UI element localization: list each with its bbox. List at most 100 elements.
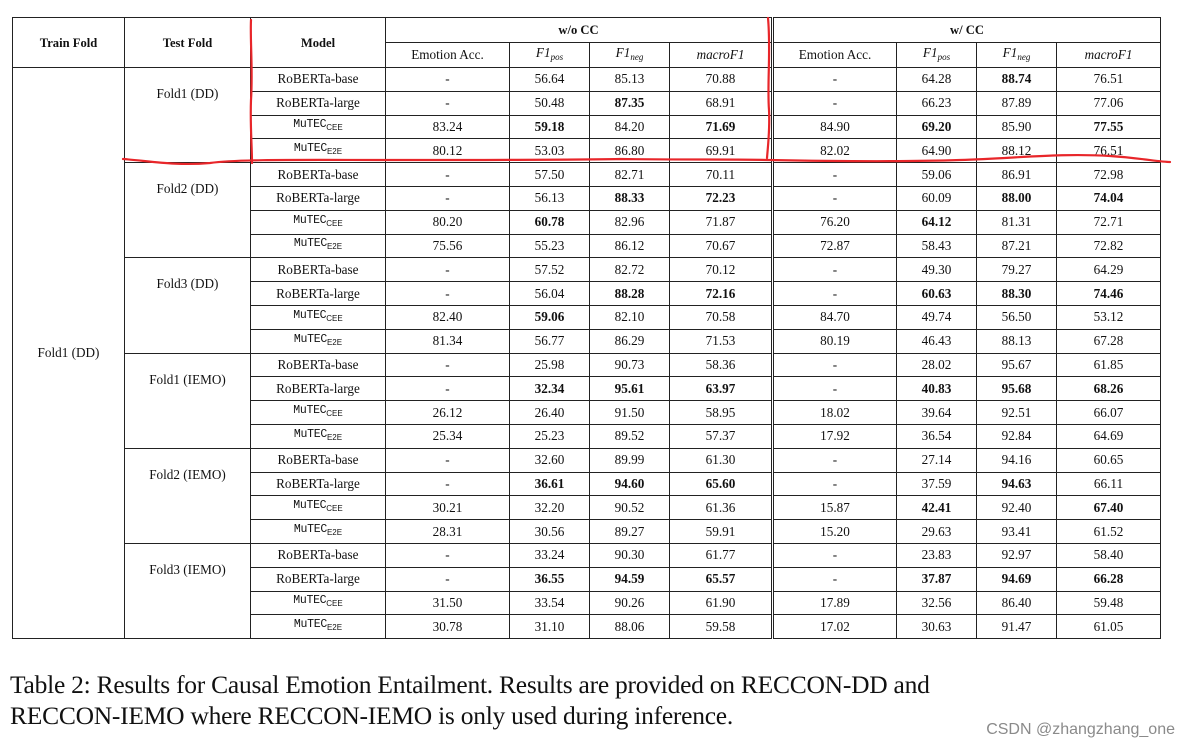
metric-cell: 72.87	[771, 233, 897, 259]
model-cell: RoBERTa-base	[250, 257, 386, 283]
caption-line-2: RECCON-IEMO where RECCON-IEMO is only us…	[10, 701, 733, 730]
metric-cell: 57.37	[669, 423, 773, 449]
metric-cell: 49.30	[896, 257, 977, 283]
header-f1-neg: F1neg	[589, 42, 670, 68]
metric-cell: 82.02	[771, 138, 897, 164]
caption-line-1: Table 2: Results for Causal Emotion Enta…	[10, 670, 930, 699]
metric-cell: 71.69	[669, 114, 773, 140]
metric-cell: 64.69	[1056, 423, 1161, 449]
metric-cell: 94.69	[976, 566, 1057, 592]
metric-cell: 15.87	[771, 495, 897, 521]
metric-cell: 39.64	[896, 400, 977, 425]
metric-cell: 82.72	[589, 257, 670, 283]
metric-cell: 64.29	[1056, 257, 1161, 283]
model-cell: RoBERTa-base	[250, 542, 386, 568]
model-cell: MuTECE2E	[250, 328, 386, 354]
metric-cell: 88.28	[589, 281, 670, 306]
metric-cell: 95.61	[589, 376, 670, 402]
model-cell: MuTECCEE	[250, 590, 386, 616]
metric-cell: -	[385, 542, 510, 568]
metric-cell: 25.23	[509, 423, 590, 449]
metric-cell: 32.34	[509, 376, 590, 402]
metric-cell: 27.14	[896, 447, 977, 473]
metric-cell: 55.23	[509, 233, 590, 259]
metric-cell: 88.13	[976, 328, 1057, 354]
metric-cell: 92.40	[976, 495, 1057, 521]
metric-cell: 49.74	[896, 304, 977, 330]
model-name: MuTEC	[293, 499, 327, 513]
model-cell: RoBERTa-large	[250, 281, 386, 306]
model-cell: RoBERTa-large	[250, 566, 386, 592]
metric-cell: 90.26	[589, 590, 670, 616]
model-cell: MuTECE2E	[250, 519, 386, 544]
table-row: MuTECCEE 80.20 60.78 82.96 71.87 76.20 64.12 81…	[13, 209, 1161, 235]
metric-cell: 31.10	[509, 614, 590, 640]
metric-cell: 18.02	[771, 400, 897, 425]
table-caption: Table 2: Results for Causal Emotion Enta…	[10, 669, 1166, 731]
table-row: MuTECE2E 30.78 31.10 88.06 59.58 17.02 30.63 91…	[13, 614, 1161, 640]
table-row: MuTECCEE 30.21 32.20 90.52 61.36 15.87 42.41 92…	[13, 495, 1161, 521]
metric-cell: 70.67	[669, 233, 773, 259]
test-fold-cell: Fold3 (IEMO)	[124, 542, 251, 640]
model-variant-subscript: CEE	[326, 218, 343, 228]
pos-subscript: pos	[937, 52, 951, 62]
metric-cell: 59.06	[896, 162, 977, 187]
metric-cell: 61.90	[669, 590, 773, 616]
metric-cell: 60.09	[896, 185, 977, 211]
metric-cell: 87.21	[976, 233, 1057, 259]
model-variant-subscript: CEE	[326, 313, 343, 323]
metric-cell: 91.47	[976, 614, 1057, 640]
table-row: Fold3 (IEMO) RoBERTa-base -33.24 90.30 61.77…	[13, 542, 1161, 640]
metric-cell: 60.65	[1056, 447, 1161, 473]
table-row: MuTECE2E 28.31 30.56 89.27 59.91 15.20 29.63 93…	[13, 519, 1161, 544]
metric-cell: 36.61	[509, 471, 590, 497]
model-cell: RoBERTa-large	[250, 471, 386, 497]
table-row: Fold1 (IEMO) RoBERTa-base -25.98 90.73 58.36…	[13, 352, 1161, 449]
metric-cell: 94.63	[976, 471, 1057, 497]
metric-cell: 94.16	[976, 447, 1057, 473]
header-f1-neg: F1neg	[976, 42, 1057, 68]
table-row: Fold2 (DD) RoBERTa-base -57.50 82.71 70.11-5…	[13, 162, 1161, 259]
metric-cell: 72.82	[1056, 233, 1161, 259]
metric-cell: 30.56	[509, 519, 590, 544]
metric-cell: 66.28	[1056, 566, 1161, 592]
metric-cell: 58.95	[669, 400, 773, 425]
metric-cell: 76.20	[771, 209, 897, 235]
model-name: MuTEC	[293, 308, 327, 322]
metric-cell: 95.67	[976, 352, 1057, 378]
test-fold-cell: Fold1 (DD)	[124, 66, 251, 164]
metric-cell: 89.52	[589, 423, 670, 449]
metric-cell: -	[385, 376, 510, 402]
metric-cell: 61.05	[1056, 614, 1161, 640]
model-name: MuTEC	[293, 618, 327, 632]
model-name: MuTEC	[293, 332, 327, 346]
metric-cell: 82.96	[589, 209, 670, 235]
table-row: Fold2 (IEMO) RoBERTa-base -32.60 89.99 61.30…	[13, 447, 1161, 544]
results-table-container: Train Fold Test Fold Model w/o CC w/ CC …	[12, 17, 1161, 640]
metric-cell: -	[385, 162, 510, 187]
model-cell: MuTECE2E	[250, 138, 386, 164]
metric-cell: 56.50	[976, 304, 1057, 330]
model-cell: RoBERTa-base	[250, 67, 386, 92]
metric-cell: 90.73	[589, 352, 670, 378]
metric-cell: 81.34	[385, 328, 510, 354]
metric-cell: 88.30	[976, 281, 1057, 306]
metric-cell: 56.77	[509, 328, 590, 354]
metric-cell: 59.18	[509, 114, 590, 140]
metric-cell: 25.98	[509, 352, 590, 378]
model-name: RoBERTa-base	[277, 261, 359, 277]
metric-cell: 88.33	[589, 185, 670, 211]
metric-cell: -	[771, 257, 897, 283]
metric-cell: 86.12	[589, 233, 670, 259]
model-variant-subscript: CEE	[326, 409, 343, 419]
metric-cell: 84.70	[771, 304, 897, 330]
metric-cell: 89.99	[589, 447, 670, 473]
metric-cell: 65.57	[669, 566, 773, 592]
table-row: MuTECE2E 25.34 25.23 89.52 57.37 17.92 36.54 92…	[13, 423, 1161, 449]
metric-cell: 29.63	[896, 519, 977, 544]
metric-cell: -	[385, 566, 510, 592]
metric-cell: 58.36	[669, 352, 773, 378]
model-name: RoBERTa-large	[276, 380, 360, 396]
metric-cell: 30.21	[385, 495, 510, 521]
metric-cell: 36.54	[896, 423, 977, 449]
